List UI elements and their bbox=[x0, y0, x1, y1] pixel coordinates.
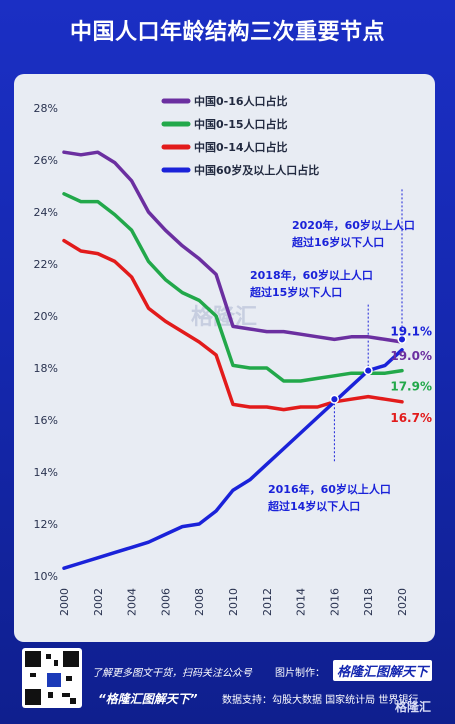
y-tick-label: 22% bbox=[34, 258, 58, 271]
annotation-text: 2018年，60岁以上人口 bbox=[250, 268, 373, 282]
footer-data-source: 数据支持：勾股大数据 国家统计局 世界银行 bbox=[222, 695, 419, 706]
end-value-label: 16.7% bbox=[390, 411, 432, 425]
intersection-point bbox=[363, 366, 373, 376]
x-tick-label: 2006 bbox=[159, 588, 172, 616]
legend-label: 中国0-16人口占比 bbox=[194, 94, 288, 108]
series-line bbox=[62, 348, 404, 570]
page-title: 中国人口年龄结构三次重要节点 bbox=[69, 20, 385, 45]
y-tick-label: 28% bbox=[34, 102, 58, 115]
y-tick-label: 10% bbox=[34, 570, 58, 583]
x-tick-label: 2014 bbox=[295, 588, 308, 616]
x-tick-label: 2008 bbox=[193, 588, 206, 616]
series-line bbox=[62, 192, 404, 383]
x-tick-label: 2004 bbox=[126, 588, 139, 616]
annotation-text: 超过14岁以下人口 bbox=[267, 499, 360, 513]
y-tick-label: 20% bbox=[34, 310, 58, 323]
annotation-text: 2020年，60岁以上人口 bbox=[292, 218, 415, 232]
annotation-text: 超过15岁以下人口 bbox=[249, 285, 342, 299]
series-line bbox=[62, 150, 404, 344]
footer-learn-text: 了解更多图文干货，扫码关注公众号 bbox=[92, 668, 252, 679]
x-tick-label: 2010 bbox=[227, 588, 240, 616]
legend-label: 中国60岁及以上人口占比 bbox=[194, 163, 319, 177]
footer-slogan: “格隆汇图解天下” bbox=[98, 692, 198, 706]
watermark-text: 格隆汇 bbox=[191, 304, 257, 330]
footer-maker-label: 图片制作： bbox=[275, 668, 325, 679]
x-tick-label: 2000 bbox=[58, 588, 71, 616]
y-tick-label: 26% bbox=[34, 154, 58, 167]
y-tick-label: 24% bbox=[34, 206, 58, 219]
chart-card: 格隆汇 10% 12% 14% 16% 18% 20% 22% 24% 26% 28% 2000 200… bbox=[14, 74, 435, 642]
x-tick-label: 2018 bbox=[362, 588, 375, 616]
annotation-text: 超过16岁以下人口 bbox=[291, 235, 384, 249]
qr-code[interactable] bbox=[22, 648, 82, 708]
end-value-label: 17.9% bbox=[390, 380, 432, 394]
x-tick-label: 2002 bbox=[92, 588, 105, 616]
end-value-label: 19.0% bbox=[390, 349, 432, 363]
legend-label: 中国0-14人口占比 bbox=[194, 140, 288, 154]
brand-logo-icon bbox=[45, 671, 63, 689]
intersection-point bbox=[329, 394, 339, 404]
footer-brand: 格隆汇图解天下 bbox=[333, 660, 433, 681]
x-tick-label: 2012 bbox=[261, 588, 274, 616]
end-value-label: 19.1% bbox=[390, 324, 432, 338]
legend-label: 中国0-15人口占比 bbox=[194, 117, 288, 131]
watermark: 格隆汇 bbox=[395, 700, 432, 714]
x-tick-label: 2016 bbox=[328, 588, 341, 616]
series-line bbox=[62, 238, 404, 412]
annotation-text: 2016年，60岁以上人口 bbox=[268, 482, 391, 496]
y-tick-label: 18% bbox=[34, 362, 58, 375]
intersection-point bbox=[397, 334, 407, 344]
y-tick-label: 14% bbox=[34, 466, 58, 479]
line-chart: 格隆汇 10% 12% 14% 16% 18% 20% 22% 24% 26% 28% 2000 200… bbox=[34, 94, 432, 616]
y-tick-label: 16% bbox=[34, 414, 58, 427]
x-tick-label: 2020 bbox=[396, 588, 409, 616]
y-tick-label: 12% bbox=[34, 518, 58, 531]
